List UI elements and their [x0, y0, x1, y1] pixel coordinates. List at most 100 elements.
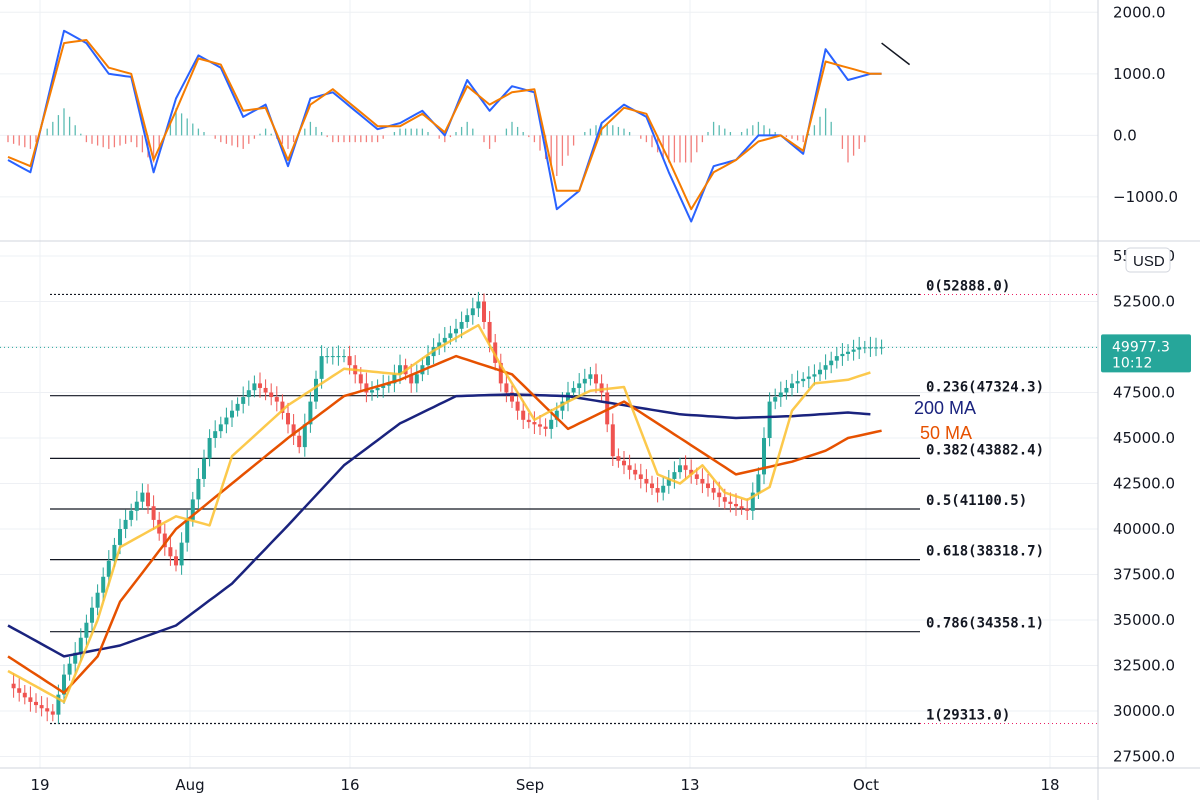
candle-body: [162, 533, 167, 548]
macd-line: [7, 29, 882, 223]
macd-trendline: [881, 42, 911, 66]
candle-body: [571, 387, 576, 393]
candle-body: [661, 485, 666, 493]
candle-body: [678, 465, 682, 473]
candle-body: [650, 483, 654, 489]
candle-body: [246, 390, 251, 398]
candle-body: [230, 410, 234, 418]
candle-body: [62, 674, 66, 695]
currency-badge: [1125, 247, 1171, 273]
candle-body: [549, 419, 554, 429]
candle-body: [706, 483, 710, 489]
candle-body: [717, 492, 722, 498]
candle-body: [17, 688, 22, 693]
countdown-timer: 10:12: [1112, 355, 1152, 371]
candle-body: [577, 383, 582, 388]
x-tick-label: 16: [340, 776, 359, 794]
candle-body: [398, 365, 402, 375]
candle-body: [510, 392, 514, 402]
candle-body: [73, 652, 78, 664]
candle-body: [515, 401, 520, 411]
candle-body: [224, 417, 229, 425]
candle-body: [11, 683, 16, 689]
macd-y-tick-label: −1000.0: [1113, 188, 1178, 206]
candle-body: [874, 347, 878, 349]
candle-body: [834, 356, 839, 361]
candle-body: [370, 390, 374, 393]
candle-body: [414, 374, 419, 384]
candle-body: [123, 519, 128, 529]
axis-layer: 2000.0 1000.0 0.0 −1000.0 27500.0 30000.0 3250…: [30, 3, 1191, 794]
candle-body: [627, 465, 632, 470]
candle-body: [745, 508, 750, 511]
price-y-tick-label: 40000.0: [1113, 520, 1175, 538]
fib-level-label: 0.236(47324.3): [926, 380, 1044, 396]
candle-body: [252, 383, 257, 391]
fib-level-label: 0.382(43882.4): [926, 442, 1044, 458]
x-tick-label: Aug: [175, 776, 204, 794]
candle-body: [314, 378, 318, 402]
candle-body: [241, 397, 246, 404]
candle-body: [454, 328, 458, 334]
candle-body: [308, 401, 313, 425]
last-price-badge: [1101, 334, 1191, 373]
x-tick-label: 19: [30, 776, 49, 794]
candle-body: [857, 347, 862, 350]
candle-body: [599, 383, 604, 393]
candle-body: [504, 383, 509, 393]
candle-body: [470, 308, 475, 316]
candle-body: [330, 356, 335, 358]
candle-body: [694, 474, 699, 479]
candle-body: [862, 347, 867, 349]
candle-body: [22, 692, 27, 698]
candle-body: [437, 342, 442, 347]
candle-body: [358, 374, 363, 384]
candle-body: [39, 705, 44, 709]
candle-body: [151, 506, 156, 520]
candle-body: [381, 385, 386, 388]
candle-body: [112, 544, 117, 561]
price-y-tick-label: 52500.0: [1113, 293, 1175, 311]
candle-body: [762, 438, 766, 475]
candle-body: [375, 387, 380, 391]
candle-body: [235, 403, 240, 411]
candle-body: [319, 356, 324, 379]
candle-body: [689, 469, 694, 475]
fib-level-label: 0.786(34358.1): [926, 616, 1044, 632]
candle-body: [655, 488, 660, 493]
candle-body: [56, 694, 61, 715]
fib-level-label: 0.5(41100.5): [926, 493, 1027, 509]
candle-body: [134, 501, 139, 511]
candle-body: [538, 424, 542, 427]
candle-body: [409, 374, 414, 384]
x-tick-label: 18: [1040, 776, 1059, 794]
price-y-tick-label: 32500.0: [1113, 657, 1175, 675]
candle-body: [465, 315, 470, 322]
price-y-tick-label: 45000.0: [1113, 429, 1175, 447]
ma-200-line: [7, 393, 871, 658]
candle-body: [392, 374, 397, 384]
price-panel: 0(52888.0) 0.236(47324.3) 0.382(43882.4) 0.…: [0, 278, 1098, 725]
candle-body: [190, 499, 195, 520]
candle-body: [767, 401, 772, 438]
candle-body: [711, 488, 716, 493]
candle-body: [196, 478, 201, 500]
candle-body: [28, 697, 33, 702]
fib-level-label: 0.618(38318.7): [926, 544, 1044, 560]
candle-body: [286, 412, 290, 425]
candle-body: [594, 374, 598, 384]
candle-body: [347, 356, 352, 366]
candle-body: [829, 360, 834, 366]
candle-body: [179, 542, 184, 566]
candle-body: [482, 301, 486, 322]
candle-body: [790, 383, 794, 388]
macd-y-tick-label: 0.0: [1113, 126, 1137, 144]
macd-y-tick-label: 2000.0: [1113, 3, 1166, 21]
short-ma-line: [7, 323, 871, 704]
candle-body: [616, 456, 621, 461]
currency-label: USD: [1133, 253, 1165, 270]
candle-body: [683, 465, 688, 470]
candle-body: [218, 424, 223, 432]
candle-body: [666, 478, 671, 486]
candle-body: [84, 622, 89, 638]
